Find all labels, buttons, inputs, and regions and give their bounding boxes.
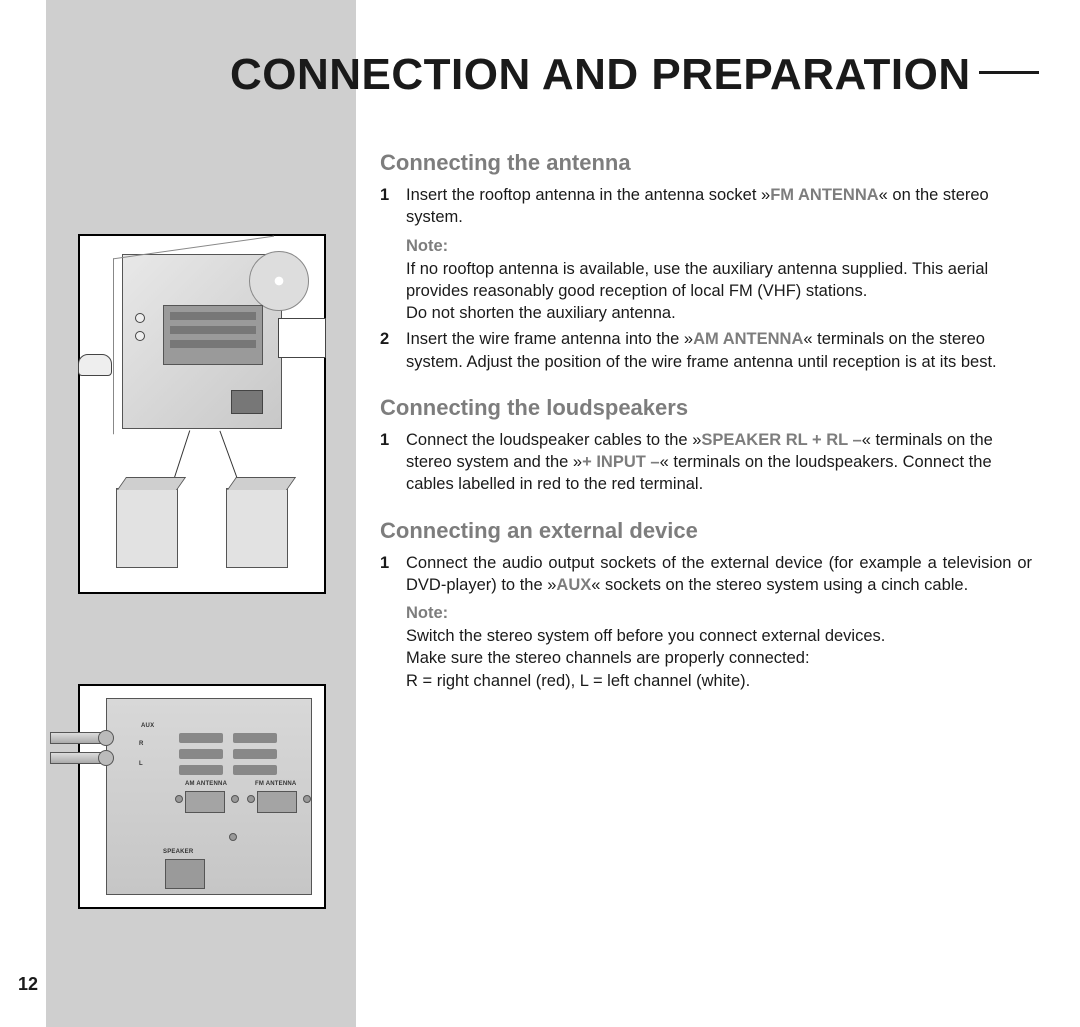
step-text: Insert the rooftop antenna in the antenn… (406, 184, 1032, 229)
vent-slots-icon (179, 733, 287, 777)
figure-connections-overview (78, 234, 326, 594)
aux-jack-icon (135, 313, 145, 323)
note-text: If no rooftop antenna is available, use … (406, 258, 1032, 325)
note-label: Note: (406, 237, 1032, 256)
power-socket-icon (231, 390, 263, 414)
step-number: 1 (380, 184, 394, 229)
aux-jack-icon (135, 331, 145, 341)
label-r: R (139, 741, 144, 747)
label-speaker: SPEAKER (163, 849, 193, 855)
section-heading: Connecting the loudspeakers (380, 395, 1032, 421)
step-number: 2 (380, 328, 394, 373)
numbered-step: 1 Connect the audio output sockets of the… (380, 552, 1032, 597)
page-number: 12 (18, 974, 38, 995)
step-text: Connect the audio output sockets of the … (406, 552, 1032, 597)
left-speaker-icon (116, 488, 178, 568)
step-text: Insert the wire frame antenna into the »… (406, 328, 1032, 373)
title-rule (979, 71, 1039, 74)
terminal-panel (163, 305, 263, 365)
numbered-step: 2 Insert the wire frame antenna into the … (380, 328, 1032, 373)
right-speaker-icon (226, 488, 288, 568)
label-l: L (139, 761, 143, 767)
content-area: Connecting the antenna 1 Insert the roofto… (380, 150, 1032, 696)
note-text: Switch the stereo system off before you … (406, 625, 1032, 692)
step-number: 1 (380, 552, 394, 597)
numbered-step: 1 Insert the rooftop antenna in the anten… (380, 184, 1032, 229)
label-am-antenna: AM ANTENNA (185, 781, 227, 787)
section-heading: Connecting the antenna (380, 150, 1032, 176)
page-title-text: CONNECTION AND PREPARATION (230, 50, 971, 99)
step-number: 1 (380, 429, 394, 496)
am-terminal-icon (185, 791, 225, 813)
headphone-icon (78, 354, 112, 376)
rear-panel-illustration: AUX R L AM ANTENNA FM ANTENNA SPEAKER (106, 698, 312, 895)
fm-terminal-icon (257, 791, 297, 813)
cd-disc-icon (249, 251, 309, 311)
figure-aux-closeup: AUX R L AM ANTENNA FM ANTENNA SPEAKER (78, 684, 326, 909)
stereo-back-illustration (122, 254, 282, 429)
page-title: CONNECTION AND PREPARATION (230, 50, 1040, 100)
numbered-step: 1Connect the loudspeaker cables to the »… (380, 429, 1032, 496)
note-label: Note: (406, 604, 1032, 623)
section-heading: Connecting an external device (380, 518, 1032, 544)
rca-plug-right-icon (50, 732, 112, 744)
page: CONNECTION AND PREPARATION AUX R L AM AN… (0, 0, 1080, 1027)
speaker-connector-icon (165, 859, 205, 889)
label-aux: AUX (141, 723, 154, 729)
step-text: Connect the loudspeaker cables to the »S… (406, 429, 1032, 496)
wireframe-antenna-icon (278, 318, 326, 358)
label-fm-antenna: FM ANTENNA (255, 781, 296, 787)
rca-plug-left-icon (50, 752, 112, 764)
